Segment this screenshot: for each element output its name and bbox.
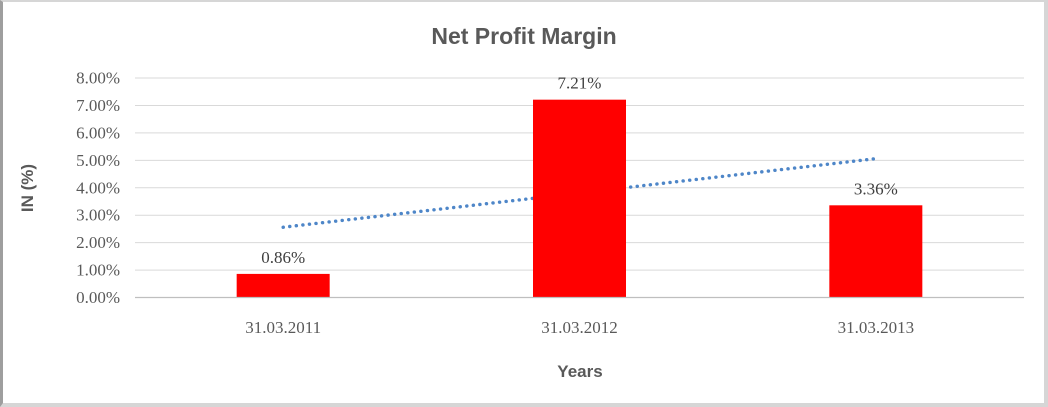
- x-category-labels: 31.03.2011 31.03.2012 31.03.2013: [245, 318, 914, 337]
- y-tick-label: 4.00%: [76, 178, 120, 197]
- y-tick-label: 0.00%: [76, 288, 120, 307]
- bar-data-label: 0.86%: [261, 248, 305, 267]
- y-tick-label: 2.00%: [76, 233, 120, 252]
- x-category-label: 31.03.2011: [245, 318, 321, 337]
- x-axis-title: Years: [557, 362, 602, 381]
- y-tick-label: 3.00%: [76, 206, 120, 225]
- y-tick-label: 5.00%: [76, 151, 120, 170]
- bar: [236, 273, 330, 298]
- y-tick-labels: 0.00% 1.00% 2.00% 3.00% 4.00% 5.00% 6.00% 7.00%…: [76, 69, 120, 308]
- x-category-label: 31.03.2012: [541, 318, 618, 337]
- y-tick-label: 6.00%: [76, 123, 120, 142]
- x-category-label: 31.03.2013: [838, 318, 915, 337]
- y-tick-label: 1.00%: [76, 261, 120, 280]
- bar: [533, 99, 626, 298]
- net-profit-margin-chart: 0.00% 1.00% 2.00% 3.00% 4.00% 5.00% 6.00% 7.00%…: [18, 23, 1024, 381]
- bar: [829, 205, 923, 298]
- bars: [236, 99, 923, 298]
- y-tick-label: 7.00%: [76, 96, 120, 115]
- y-tick-label: 8.00%: [76, 69, 120, 88]
- bar-data-label: 7.21%: [558, 74, 602, 93]
- bar-data-label: 3.36%: [854, 179, 898, 198]
- y-axis-title: IN (%): [18, 164, 37, 212]
- chart-title: Net Profit Margin: [431, 23, 616, 49]
- bar-data-labels: 0.86% 7.21% 3.36%: [261, 74, 898, 267]
